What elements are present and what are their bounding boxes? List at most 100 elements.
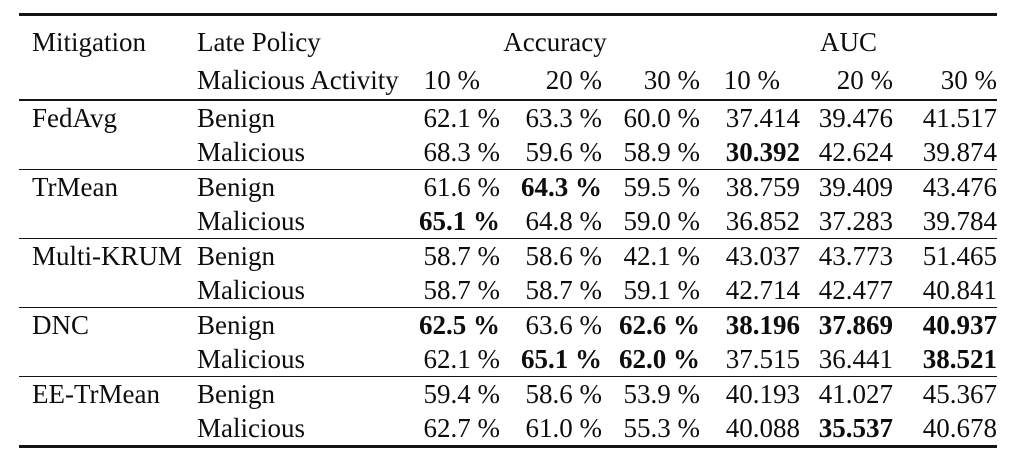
- value-cell: 59.4 %: [410, 376, 500, 411]
- value-cell: 41.027: [800, 376, 894, 411]
- value-cell: 42.477: [818, 274, 894, 305]
- activity-cell: Malicious: [197, 205, 305, 236]
- value-cell: 39.874: [922, 136, 998, 167]
- table-row: Malicious 62.7 % 61.0 % 55.3 % 40.088 35.537 4…: [19, 411, 997, 447]
- header-auc-group: AUC: [820, 27, 878, 57]
- mitigation-cell: Multi-KRUM: [19, 238, 185, 273]
- header-accuracy-group: Accuracy: [503, 27, 607, 57]
- header-auc-10: 10 %: [700, 61, 801, 101]
- value-cell: 68.3 %: [423, 136, 501, 167]
- value-cell: 38.196: [700, 307, 801, 342]
- value-cell: 36.852: [725, 205, 801, 236]
- value-cell: 35.537: [818, 412, 894, 443]
- value-cell: 58.7 %: [525, 274, 603, 305]
- value-cell: 42.624: [818, 136, 894, 167]
- activity-cell: Malicious: [197, 274, 305, 305]
- value-cell: 42.1 %: [602, 238, 701, 273]
- activity-cell: Benign: [185, 307, 410, 342]
- mitigation-cell: TrMean: [19, 169, 185, 204]
- header-mitigation: Mitigation: [32, 27, 146, 57]
- mitigation-cell: EE-TrMean: [19, 376, 185, 411]
- table-row: Malicious 62.1 % 65.1 % 62.0 % 37.515 36.441 3…: [19, 342, 997, 377]
- header-late-policy: Late Policy: [197, 27, 321, 57]
- table-row: FedAvg Benign 62.1 % 63.3 % 60.0 % 37.414 39.4…: [19, 100, 997, 135]
- value-cell: 60.0 %: [623, 102, 701, 133]
- header-row-1: Mitigation Late Policy Accuracy AUC: [19, 15, 997, 62]
- value-cell: 65.1 %: [419, 205, 500, 236]
- header-auc-20: 20 %: [800, 61, 894, 101]
- header-accuracy-20: 20 %: [500, 61, 602, 101]
- header-row-2: Malicious Activity 10 % 20 % 30 % 10 % 2…: [19, 61, 998, 101]
- value-cell: 62.7 %: [423, 412, 501, 443]
- activity-cell: Malicious: [197, 343, 305, 374]
- value-cell: 58.7 %: [410, 238, 500, 273]
- value-cell: 64.3 %: [500, 169, 602, 204]
- value-cell: 59.6 %: [525, 136, 603, 167]
- value-cell: 43.773: [800, 238, 894, 273]
- table-row: EE-TrMean Benign 59.4 % 58.6 % 53.9 % 40.193 4…: [19, 376, 998, 411]
- mitigation-cell: DNC: [19, 307, 185, 342]
- table-row: TrMean Benign 61.6 % 64.3 % 59.5 % 38.759 39.4…: [19, 169, 998, 204]
- value-cell: 40.841: [922, 274, 998, 305]
- value-cell: 62.1 %: [423, 343, 501, 374]
- value-cell: 63.3 %: [525, 102, 603, 133]
- value-cell: 37.869: [800, 307, 894, 342]
- mitigation-cell: [19, 204, 185, 239]
- activity-cell: Benign: [197, 102, 275, 133]
- table-row: Malicious 58.7 % 58.7 % 59.1 % 42.714 42.477 4…: [19, 273, 997, 308]
- activity-cell: Benign: [185, 376, 410, 411]
- activity-cell: Malicious: [197, 136, 305, 167]
- value-cell: 45.367: [893, 376, 998, 411]
- mitigation-cell: FedAvg: [32, 102, 117, 133]
- table-row: Multi-KRUM Benign 58.7 % 58.6 % 42.1 % 43.037…: [19, 238, 998, 273]
- activity-cell: Malicious: [197, 412, 305, 443]
- value-cell: 62.6 %: [602, 307, 701, 342]
- value-cell: 43.037: [700, 238, 801, 273]
- table-body: FedAvg Benign 62.1 % 63.3 % 60.0 % 37.414 39.4…: [19, 100, 998, 447]
- value-cell: 58.9 %: [623, 136, 701, 167]
- header-malicious-activity: Malicious Activity: [185, 61, 410, 101]
- activity-cell: Benign: [185, 238, 410, 273]
- value-cell: 62.0 %: [619, 343, 701, 374]
- value-cell: 40.088: [725, 412, 801, 443]
- value-cell: 37.414: [725, 102, 801, 133]
- value-cell: 64.8 %: [525, 205, 603, 236]
- mitigation-cell: [19, 135, 185, 170]
- value-cell: 30.392: [725, 136, 801, 167]
- results-table: Mitigation Late Policy Accuracy AUC Mali…: [19, 13, 998, 448]
- header-auc-30: 30 %: [893, 61, 998, 101]
- value-cell: 63.6 %: [500, 307, 602, 342]
- value-cell: 42.714: [725, 274, 801, 305]
- value-cell: 62.5 %: [410, 307, 500, 342]
- table-row: Malicious 65.1 % 64.8 % 59.0 % 36.852 37.283 3…: [19, 204, 997, 239]
- mitigation-cell: [19, 342, 185, 377]
- value-cell: 39.409: [800, 169, 894, 204]
- value-cell: 43.476: [893, 169, 998, 204]
- value-cell: 55.3 %: [623, 412, 701, 443]
- value-cell: 40.937: [893, 307, 998, 342]
- activity-cell: Benign: [185, 169, 410, 204]
- value-cell: 59.5 %: [602, 169, 701, 204]
- value-cell: 39.784: [922, 205, 998, 236]
- mitigation-cell: [19, 411, 185, 447]
- mitigation-cell: [19, 273, 185, 308]
- value-cell: 58.6 %: [500, 238, 602, 273]
- value-cell: 58.7 %: [423, 274, 501, 305]
- table-row: Malicious 68.3 % 59.6 % 58.9 % 30.392 42.624 3…: [19, 135, 997, 170]
- value-cell: 36.441: [818, 343, 894, 374]
- header-accuracy-10: 10 %: [410, 61, 500, 101]
- value-cell: 37.515: [725, 343, 801, 374]
- value-cell: 65.1 %: [521, 343, 602, 374]
- value-cell: 58.6 %: [500, 376, 602, 411]
- value-cell: 38.521: [922, 343, 998, 374]
- header-accuracy-30: 30 %: [602, 61, 701, 101]
- value-cell: 40.678: [922, 412, 998, 443]
- value-cell: 53.9 %: [602, 376, 701, 411]
- table-header: Mitigation Late Policy Accuracy AUC Mali…: [19, 15, 998, 101]
- value-cell: 59.0 %: [623, 205, 701, 236]
- table-row: DNC Benign 62.5 % 63.6 % 62.6 % 38.196 37.869 4…: [19, 307, 998, 342]
- value-cell: 61.0 %: [525, 412, 603, 443]
- value-cell: 40.193: [700, 376, 801, 411]
- value-cell: 37.283: [818, 205, 894, 236]
